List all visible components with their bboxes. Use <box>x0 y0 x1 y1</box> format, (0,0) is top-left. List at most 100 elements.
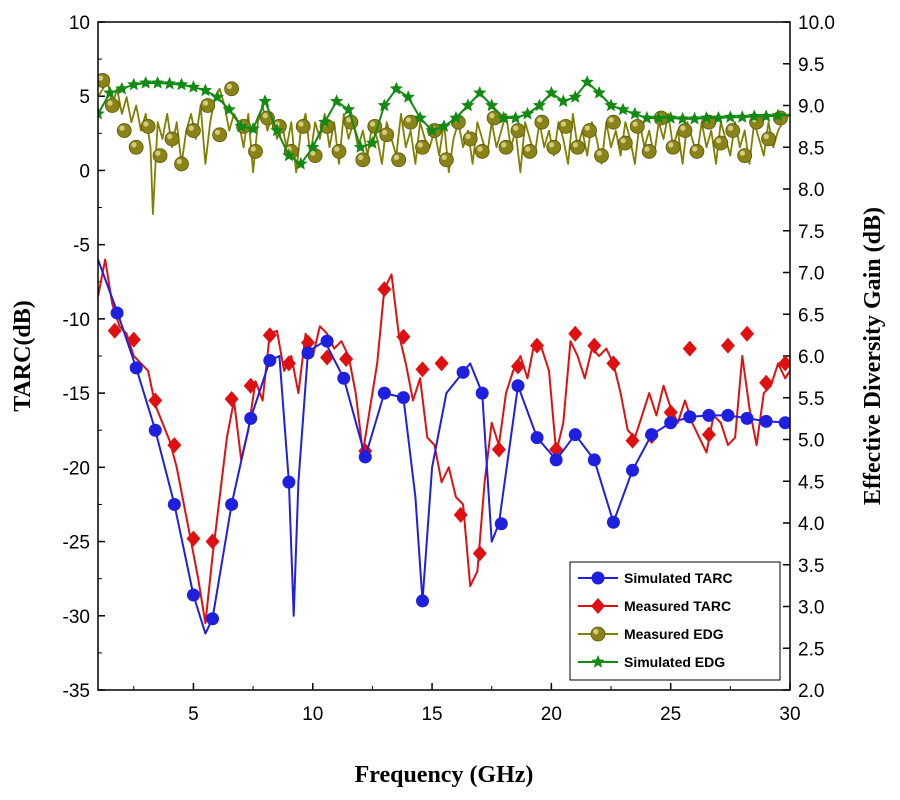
measured-tarc-marker <box>701 426 716 443</box>
simulated-edg-marker <box>174 77 189 91</box>
simulated-edg-marker <box>723 110 737 123</box>
measured-edg-marker <box>761 131 776 147</box>
simulated-edg-marker <box>676 111 690 125</box>
x-tick-label: 10 <box>302 704 323 725</box>
legend-label: Simulated EDG <box>624 654 725 670</box>
measured-tarc-marker <box>759 374 774 391</box>
simulated-edg-marker <box>771 108 785 122</box>
measured-edg-marker <box>689 144 705 159</box>
measured-edg-marker-highlight <box>525 146 531 152</box>
measured-edg-marker <box>128 139 144 155</box>
right-tick-label: 9.5 <box>798 55 824 76</box>
measured-edg-marker-highlight <box>632 121 638 127</box>
measured-edg-marker <box>116 123 132 138</box>
measured-edg-marker <box>379 127 395 143</box>
right-tick-label: 2.0 <box>798 681 824 702</box>
simulated-edg-marker <box>461 98 475 112</box>
right-tick-label: 6.0 <box>798 347 824 368</box>
measured-edg-marker-highlight <box>560 121 567 127</box>
right-tick-label: 4.0 <box>798 514 824 535</box>
simulated-tarc-marker <box>568 428 582 442</box>
measured-edg-marker-highlight <box>381 129 388 135</box>
measured-edg-marker <box>570 139 586 155</box>
legend: Simulated TARC Measured TARC Measured EDG S… <box>569 561 781 681</box>
measured-edg-series <box>98 73 790 215</box>
right-axis-ticks: 10.0 9.5 9.0 8.5 8.0 7.5 7.0 6.5 6.0 5.5 5.0 4.5 4.0… <box>783 13 835 702</box>
x-tick-label: 20 <box>541 704 562 725</box>
measured-edg-marker-highlight <box>298 121 304 127</box>
measured-edg-marker <box>606 114 621 130</box>
simulated-tarc-marker <box>683 410 697 424</box>
measured-edg-marker <box>713 135 729 151</box>
measured-edg-marker <box>534 114 550 130</box>
right-tick-label: 4.5 <box>798 472 824 493</box>
measured-edg-marker-highlight <box>692 146 698 152</box>
measured-edg-marker <box>331 144 347 159</box>
measured-edg-marker <box>415 139 430 155</box>
simulated-edg-marker <box>759 109 773 122</box>
simulated-edg-marker <box>246 121 260 135</box>
measured-tarc-marker <box>625 432 640 449</box>
simulated-tarc-marker <box>664 416 678 430</box>
simulated-tarc-marker <box>320 334 334 348</box>
simulated-edg-marker <box>341 102 356 116</box>
simulated-edg-marker <box>353 140 368 153</box>
measured-edg-marker <box>665 139 681 155</box>
measured-edg-marker <box>629 118 645 134</box>
right-tick-label: 9.0 <box>798 97 824 118</box>
legend-entry-simulated-tarc: Simulated TARC <box>578 570 733 586</box>
measured-edg-marker <box>248 144 263 159</box>
measured-tarc-marker <box>682 340 697 357</box>
simulated-edg-marker <box>234 119 248 132</box>
measured-edg-marker-highlight <box>98 75 104 81</box>
measured-tarc-marker <box>472 545 487 562</box>
measured-edg-marker-highlight <box>334 146 340 152</box>
measured-edg-marker <box>462 131 478 147</box>
measured-edg-marker <box>355 152 371 168</box>
simulated-tarc-marker <box>606 515 620 529</box>
simulated-edg-marker <box>198 83 212 97</box>
simulated-edg-marker <box>687 111 702 125</box>
measured-edg-marker <box>164 131 180 147</box>
simulated-tarc-marker <box>282 475 296 489</box>
simulated-tarc-marker <box>645 428 659 442</box>
measured-edg-marker-highlight <box>176 158 182 165</box>
simulated-edg-marker <box>365 136 380 149</box>
simulated-tarc-marker <box>358 450 372 464</box>
simulated-edg-marker <box>580 75 594 88</box>
measured-tarc-marker <box>434 355 449 372</box>
simulated-edg-marker <box>568 90 582 103</box>
simulated-edg-marker <box>473 86 487 99</box>
measured-edg-marker-highlight <box>214 129 221 135</box>
simulated-tarc-marker <box>721 408 735 422</box>
simulated-edg-marker <box>139 76 153 89</box>
measured-edg-marker <box>594 148 609 164</box>
measured-tarc-marker <box>568 325 583 342</box>
measured-edg-marker <box>582 123 597 138</box>
simulated-edg-marker <box>294 156 308 170</box>
measured-edg-marker-highlight <box>596 150 602 156</box>
simulated-edg-marker <box>377 98 391 112</box>
legend-box <box>569 561 781 681</box>
measured-edg-marker <box>546 139 562 155</box>
x-tick-label: 5 <box>188 704 199 725</box>
measured-tarc-marker <box>663 404 678 421</box>
right-tick-label: 5.0 <box>798 431 824 452</box>
right-tick-label: 10.0 <box>798 13 835 34</box>
measured-edg-marker <box>140 118 156 134</box>
plot-frame <box>97 21 791 691</box>
legend-label: Measured TARC <box>624 598 731 614</box>
measured-tarc-marker <box>186 530 201 547</box>
simulated-edg-marker <box>604 98 618 112</box>
right-tick-label: 3.0 <box>798 598 824 619</box>
measured-edg-marker <box>558 118 574 134</box>
measured-edg-marker-highlight <box>405 117 411 123</box>
measured-edg-marker-highlight <box>107 100 113 106</box>
measured-tarc-marker <box>107 322 122 339</box>
right-tick-label: 8.0 <box>798 180 824 201</box>
simulated-edg-marker <box>544 86 558 99</box>
measured-edg-marker <box>498 139 514 155</box>
simulated-edg-marker <box>270 123 284 137</box>
legend-swatch-marker <box>591 598 605 614</box>
simulated-edg-marker <box>413 111 427 124</box>
